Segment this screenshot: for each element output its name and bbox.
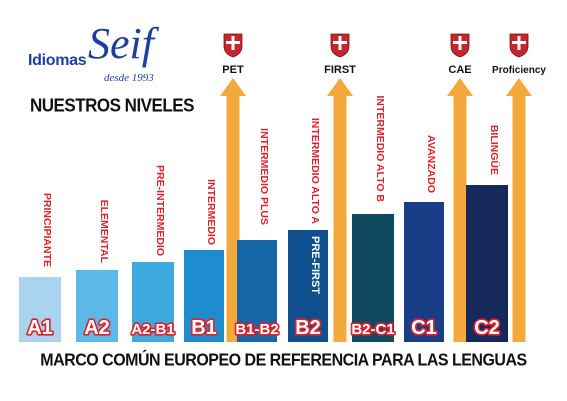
- logo-seif: Seif: [88, 19, 154, 68]
- level-name: INTERMEDIO ALTO A: [309, 118, 321, 225]
- crest-icon: [509, 33, 529, 58]
- exam-label: PET: [222, 64, 244, 76]
- page-title: NUESTROS NIVELES: [30, 95, 194, 116]
- level-code: B1: [191, 317, 217, 339]
- level-code: C2: [474, 317, 500, 339]
- level-code: B2: [295, 317, 321, 339]
- crest-icon: [330, 33, 350, 58]
- level-bar-b1-b2: INTERMEDIO PLUS B1-B2: [234, 128, 280, 342]
- level-code: A2-B1: [131, 321, 174, 338]
- level-bar-b2: INTERMEDIO ALTO A PRE-FIRST B2: [288, 118, 328, 342]
- level-name: PRE-INTERMEDIO: [154, 165, 166, 256]
- logo-idiomas: Idiomas: [28, 52, 87, 69]
- level-code: A2: [84, 317, 110, 339]
- level-name: PRINCIPIANTE: [41, 193, 53, 267]
- crest-icon: [223, 33, 243, 58]
- inline-exam-label: PRE-FIRST: [309, 236, 321, 294]
- exam-label: FIRST: [324, 64, 356, 76]
- level-bar-a2-b1: PRE-INTERMEDIO A2-B1: [130, 165, 176, 342]
- exam-arrow-first: FIRST: [324, 33, 356, 342]
- level-name: INTERMEDIO PLUS: [258, 128, 270, 225]
- level-bar-b1: INTERMEDIO B1: [184, 179, 224, 342]
- exam-label: Proficiency: [492, 65, 546, 76]
- level-bar-c1: AVANZADO C1: [404, 135, 444, 342]
- level-name: BILINGÜE: [488, 125, 501, 175]
- level-bar-a1: PRINCIPIANTE A1: [19, 193, 61, 342]
- level-bar-a2: ELEMENTAL A2: [76, 200, 118, 342]
- level-code: B2-C1: [351, 321, 394, 338]
- logo-since: desde 1993: [104, 72, 154, 84]
- level-code: B1-B2: [235, 321, 278, 338]
- footer-caption: MARCO COMÚN EUROPEO DE REFERENCIA PARA L…: [40, 351, 527, 370]
- exam-label: CAE: [448, 64, 471, 76]
- level-bar-b2-c1: INTERMEDIO ALTO B B2-C1: [350, 95, 396, 342]
- exam-arrow-proficiency: Proficiency: [492, 33, 546, 342]
- logo: Idiomas Seif desde 1993: [18, 20, 168, 100]
- crest-icon: [450, 33, 470, 58]
- level-name: INTERMEDIO: [205, 179, 217, 245]
- level-code: C1: [411, 317, 437, 339]
- level-name: AVANZADO: [425, 135, 437, 193]
- level-name: INTERMEDIO ALTO B: [374, 95, 386, 202]
- level-bar-c2: BILINGÜE C2: [466, 125, 508, 342]
- level-name: ELEMENTAL: [98, 200, 110, 264]
- level-code: A1: [27, 317, 53, 339]
